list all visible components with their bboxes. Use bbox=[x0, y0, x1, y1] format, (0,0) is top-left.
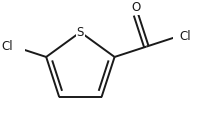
Text: O: O bbox=[131, 1, 141, 14]
Text: Cl: Cl bbox=[179, 30, 191, 43]
Text: S: S bbox=[77, 26, 84, 39]
Text: Cl: Cl bbox=[2, 40, 13, 53]
